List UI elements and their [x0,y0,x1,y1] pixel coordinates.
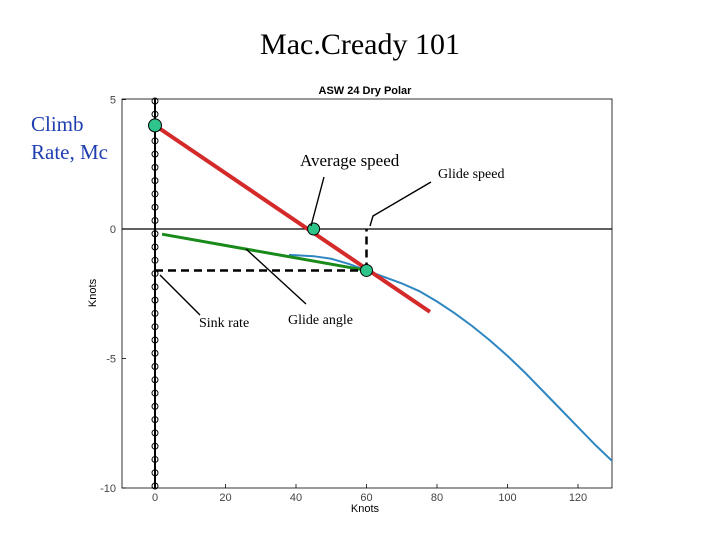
y-tick-label: -5 [106,354,116,366]
axis-marker [151,455,159,463]
x-tick-label: 0 [152,492,158,504]
axis-marker [151,230,159,238]
glide-speed-label: Glide speed [438,167,504,182]
axis-marker [151,243,159,251]
climb-label-line-1: Climb [31,112,84,136]
x-tick-label: 80 [431,492,443,504]
x-tick-label: 60 [360,492,372,504]
axis-marker [151,110,159,118]
axis-marker [151,482,159,490]
axis-marker [151,97,159,105]
chart-title: ASW 24 Dry Polar [319,85,413,97]
axis-marker [151,429,159,437]
x-axis-label: Knots [351,503,380,515]
axis-marker [151,363,159,371]
y-tick-label: 5 [110,95,116,107]
axis-marker [151,203,159,211]
axis-marker [151,216,159,224]
plot-frame [121,98,613,489]
axis-marker [151,283,159,291]
polar-curve [288,253,612,463]
mcready-tangent-line [153,123,432,314]
glide-angle-arrow [245,248,307,305]
axis-marker [151,336,159,344]
axis-marker [151,349,159,357]
axis-marker [151,177,159,185]
average-speed-label: Average speed [300,151,400,170]
climb-rate-point [148,118,162,133]
axis-marker [151,416,159,424]
x-tick-label: 120 [569,492,587,504]
glide-angle-label: Glide angle [288,313,353,328]
average-speed-arrow [310,176,325,227]
glide-angle-line [161,232,367,272]
axis-marker [151,442,159,450]
axis-marker [151,469,159,477]
axis-marker [151,256,159,264]
sink-rate-label: Sink rate [199,316,249,331]
climb-label-line-2: Rate, Mc [31,140,108,164]
average-speed-point [307,222,321,236]
axis-marker [151,150,159,158]
glide-speed-arrow [369,181,432,227]
axis-marker [151,323,159,331]
y-axis-label: Knots [87,278,99,307]
y-tick-label: -10 [100,483,116,495]
axis-marker [151,402,159,410]
axis-marker [151,389,159,397]
axis-marker [151,309,159,317]
axis-marker [151,296,159,304]
tangent-point [360,263,373,277]
axis-marker [151,376,159,384]
axis-marker [151,163,159,171]
axis-marker [151,190,159,198]
sink-rate-arrow [159,274,201,316]
slide-title: Mac.Cready 101 [260,28,460,61]
y-tick-label: 0 [110,224,116,236]
x-tick-label: 20 [219,492,231,504]
x-tick-label: 100 [498,492,516,504]
axis-marker [151,137,159,145]
climb-rate-label: Climb Rate, Mc [31,110,108,166]
x-tick-label: 40 [290,492,302,504]
